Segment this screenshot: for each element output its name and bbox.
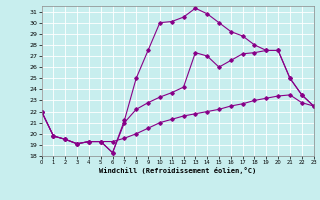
X-axis label: Windchill (Refroidissement éolien,°C): Windchill (Refroidissement éolien,°C) [99, 167, 256, 174]
